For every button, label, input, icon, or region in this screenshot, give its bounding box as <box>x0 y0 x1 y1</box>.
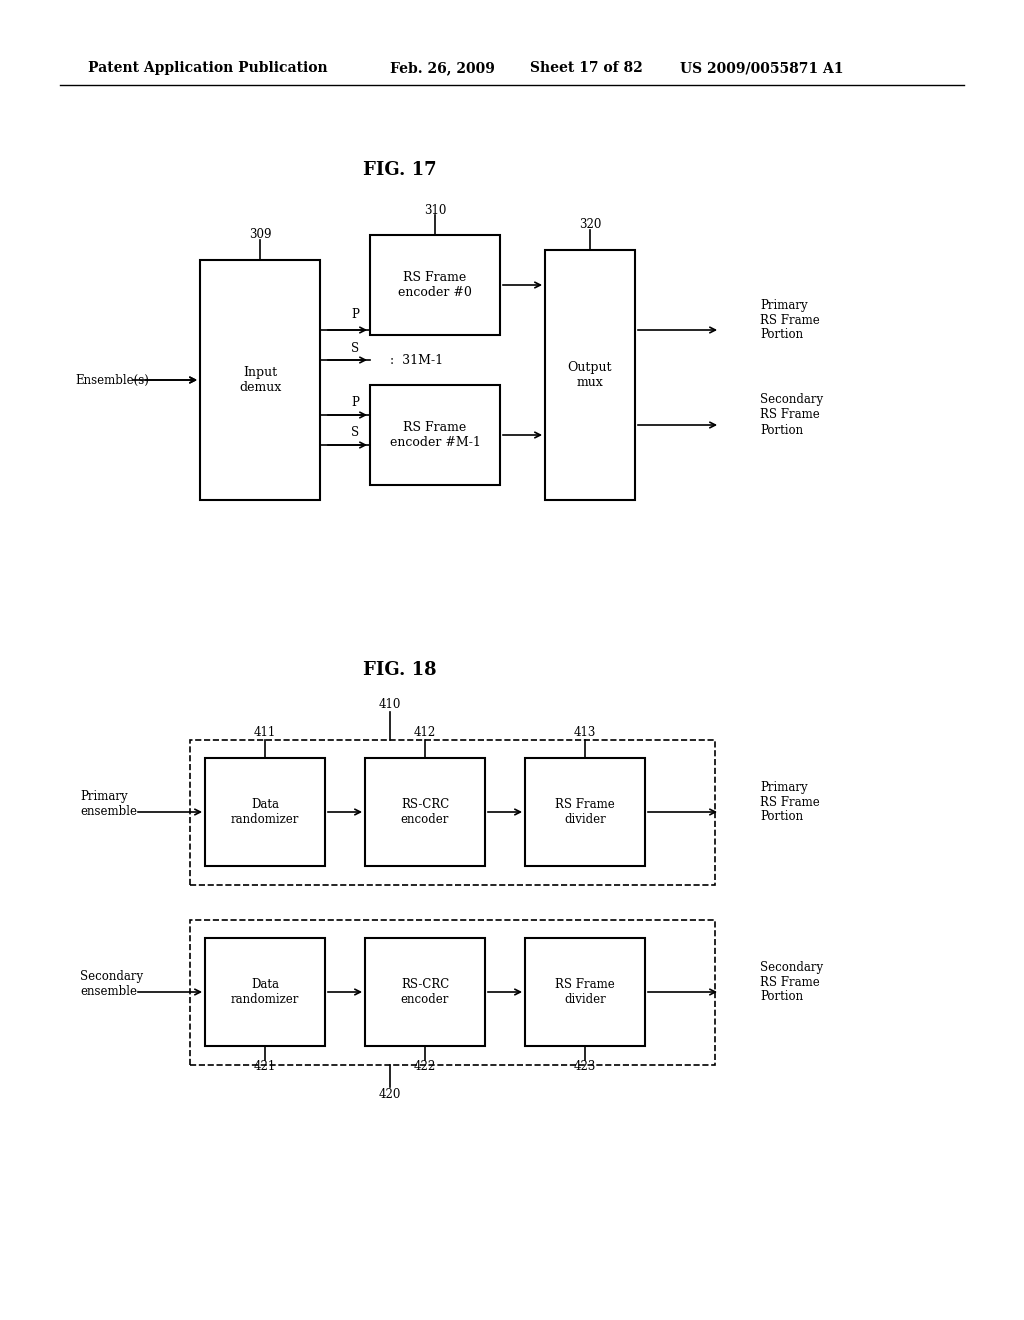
Text: Output
mux: Output mux <box>567 360 612 389</box>
Bar <box>365 939 485 1045</box>
Text: Patent Application Publication: Patent Application Publication <box>88 61 328 75</box>
Bar <box>190 741 715 884</box>
Text: Feb. 26, 2009: Feb. 26, 2009 <box>390 61 495 75</box>
Text: Sheet 17 of 82: Sheet 17 of 82 <box>530 61 643 75</box>
Text: S: S <box>351 342 359 355</box>
Bar <box>205 939 325 1045</box>
Text: :  31M-1: : 31M-1 <box>390 354 443 367</box>
Bar <box>205 758 325 866</box>
Bar <box>545 249 635 500</box>
Bar <box>370 235 500 335</box>
Bar <box>525 758 645 866</box>
Text: Primary
RS Frame
Portion: Primary RS Frame Portion <box>760 298 820 342</box>
Text: Primary
RS Frame
Portion: Primary RS Frame Portion <box>760 780 820 824</box>
Text: 423: 423 <box>573 1060 596 1072</box>
Text: 412: 412 <box>414 726 436 739</box>
Text: 309: 309 <box>249 228 271 242</box>
Text: 413: 413 <box>573 726 596 739</box>
Text: RS-CRC
encoder: RS-CRC encoder <box>400 978 450 1006</box>
Text: Primary
ensemble: Primary ensemble <box>80 789 137 818</box>
Text: Ensemble(s): Ensemble(s) <box>75 374 148 387</box>
Text: Data
randomizer: Data randomizer <box>230 978 299 1006</box>
Bar <box>200 260 319 500</box>
Text: P: P <box>351 309 359 322</box>
Text: 421: 421 <box>254 1060 276 1072</box>
Text: RS Frame
divider: RS Frame divider <box>555 799 614 826</box>
Text: 410: 410 <box>379 698 401 711</box>
Text: Secondary
RS Frame
Portion: Secondary RS Frame Portion <box>760 961 823 1003</box>
Text: RS-CRC
encoder: RS-CRC encoder <box>400 799 450 826</box>
Text: 411: 411 <box>254 726 276 739</box>
Text: FIG. 17: FIG. 17 <box>364 161 437 180</box>
Text: 310: 310 <box>424 203 446 216</box>
Text: FIG. 18: FIG. 18 <box>364 661 437 678</box>
Text: 320: 320 <box>579 219 601 231</box>
Text: 422: 422 <box>414 1060 436 1072</box>
Text: Input
demux: Input demux <box>239 366 282 393</box>
Bar <box>365 758 485 866</box>
Text: Data
randomizer: Data randomizer <box>230 799 299 826</box>
Text: S: S <box>351 426 359 440</box>
Text: US 2009/0055871 A1: US 2009/0055871 A1 <box>680 61 844 75</box>
Text: P: P <box>351 396 359 409</box>
Bar <box>190 920 715 1065</box>
Bar <box>525 939 645 1045</box>
Text: 420: 420 <box>379 1089 401 1101</box>
Text: RS Frame
divider: RS Frame divider <box>555 978 614 1006</box>
Text: Secondary
RS Frame
Portion: Secondary RS Frame Portion <box>760 393 823 437</box>
Text: RS Frame
encoder #M-1: RS Frame encoder #M-1 <box>389 421 480 449</box>
Text: Secondary
ensemble: Secondary ensemble <box>80 970 143 998</box>
Bar <box>370 385 500 484</box>
Text: RS Frame
encoder #0: RS Frame encoder #0 <box>398 271 472 300</box>
